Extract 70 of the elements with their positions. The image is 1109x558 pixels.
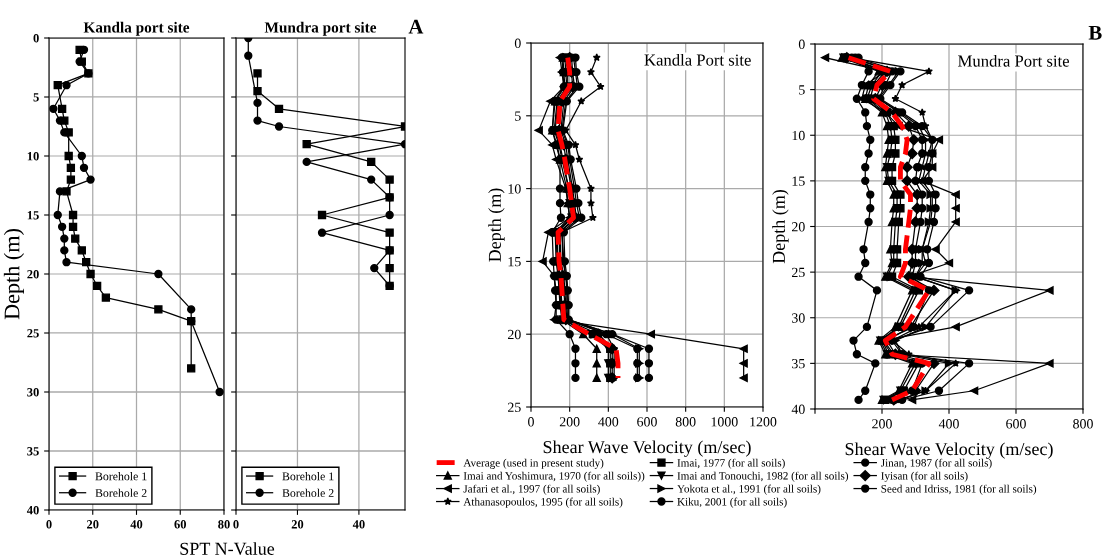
y-tick-label: 40 bbox=[791, 404, 805, 414]
x-tick-label: 600 bbox=[637, 417, 657, 427]
legend-label: Borehole 2 bbox=[95, 488, 147, 497]
y-tick-label: 0 bbox=[33, 34, 39, 43]
x-tick-label: 60 bbox=[174, 520, 187, 529]
y-tick-label: 15 bbox=[508, 257, 521, 267]
y-tick-label: 0 bbox=[798, 39, 805, 49]
x-tick-label: 1200 bbox=[750, 417, 777, 427]
x-tick-label: 200 bbox=[559, 417, 580, 427]
legend-label: Athanasopoulos, 1995 (for all soils) bbox=[463, 497, 623, 508]
x-tick-label: 1000 bbox=[711, 417, 738, 427]
y-tick-label: 5 bbox=[33, 93, 39, 102]
x-tick-label: 600 bbox=[1006, 419, 1026, 429]
legend-label: Yokota et al., 1991 (for all soils) bbox=[677, 484, 821, 495]
y-tick-label: 15 bbox=[27, 211, 39, 220]
y-tick-label: 40 bbox=[26, 506, 39, 515]
y-axis-title: Depth (m) bbox=[3, 229, 24, 320]
y-tick-label: 15 bbox=[792, 176, 805, 186]
y-tick-label: 5 bbox=[515, 111, 521, 121]
legend-label: Jinan, 1987 (for all soils) bbox=[880, 458, 992, 469]
legend-label: Jafari et al., 1997 (for all soils) bbox=[463, 484, 600, 495]
y-tick-label: 30 bbox=[27, 388, 39, 397]
y-tick-label: 35 bbox=[792, 359, 805, 369]
x-axis-title: Shear Wave Velocity (m/sec) bbox=[543, 440, 751, 457]
y-axis-title: Depth (m) bbox=[772, 189, 789, 264]
text: B bbox=[1088, 25, 1102, 40]
x-tick-label: 40 bbox=[352, 520, 365, 529]
legend-label: Borehole 2 bbox=[282, 488, 334, 497]
x-axis-title: SPT N-Value bbox=[180, 542, 275, 555]
x-tick-label: 0 bbox=[528, 417, 534, 427]
x-tick-label: 0 bbox=[233, 520, 239, 529]
y-axis-title: Depth (m) bbox=[488, 188, 505, 262]
x-tick-label: 0 bbox=[46, 520, 52, 529]
y-tick-label: 30 bbox=[792, 313, 805, 323]
x-tick-label: 20 bbox=[87, 520, 99, 529]
y-tick-label: 5 bbox=[799, 85, 805, 95]
y-tick-label: 10 bbox=[27, 152, 39, 161]
y-tick-label: 35 bbox=[27, 447, 39, 456]
x-tick-label: 20 bbox=[291, 520, 304, 529]
y-tick-label: 10 bbox=[508, 184, 521, 194]
x-tick-label: 80 bbox=[218, 520, 230, 529]
legend-label: Imai and Tonouchi, 1982 (for all soils) bbox=[677, 471, 849, 482]
x-tick-label: 400 bbox=[938, 419, 959, 429]
y-tick-label: 10 bbox=[792, 130, 805, 141]
legend-label: Imai and Yoshimura, 1970 (for all soils)) bbox=[463, 471, 645, 482]
text: A bbox=[408, 19, 424, 34]
y-tick-label: 25 bbox=[508, 402, 521, 412]
x-tick-label: 800 bbox=[675, 417, 696, 427]
y-tick-label: 20 bbox=[508, 329, 521, 340]
legend-label: Iyisan (for all soils) bbox=[881, 471, 968, 482]
x-tick-label: 40 bbox=[130, 520, 143, 529]
text: Kandla Port site bbox=[644, 53, 751, 66]
x-tick-label: 400 bbox=[598, 417, 619, 427]
legend-label: Borehole 1 bbox=[95, 471, 147, 481]
x-tick-label: 200 bbox=[872, 419, 892, 429]
chart-title: Kandla port site bbox=[83, 21, 190, 36]
y-tick-label: 25 bbox=[27, 329, 39, 338]
x-axis-title: Shear Wave Velocity (m/sec) bbox=[845, 442, 1053, 459]
legend-label: Imai, 1977 (for all soils) bbox=[677, 458, 785, 469]
x-tick-label: 800 bbox=[1073, 419, 1093, 429]
y-tick-label: 20 bbox=[792, 222, 805, 232]
y-tick-label: 25 bbox=[792, 267, 805, 278]
legend-label: Borehole 1 bbox=[282, 471, 334, 481]
legend-label: Average (used in present study) bbox=[463, 458, 604, 469]
text: Mundra Port site bbox=[958, 54, 1070, 67]
y-tick-label: 0 bbox=[514, 38, 521, 48]
legend-label: Kiku, 2001 (for all soils) bbox=[677, 497, 787, 508]
legend-label: Seed and Idriss, 1981 (for all soils) bbox=[881, 484, 1037, 495]
chart-title: Mundra port site bbox=[264, 21, 377, 36]
y-tick-label: 20 bbox=[27, 270, 39, 279]
